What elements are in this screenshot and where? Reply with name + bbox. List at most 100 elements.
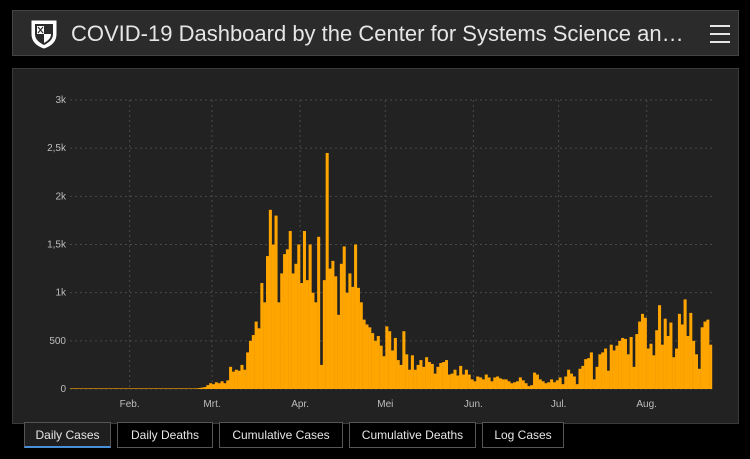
daily-cases-bar[interactable] (98, 388, 102, 389)
daily-cases-bar[interactable] (365, 324, 369, 389)
daily-cases-bar[interactable] (189, 388, 193, 389)
daily-cases-bar[interactable] (217, 383, 221, 389)
daily-cases-bar[interactable] (643, 317, 647, 389)
daily-cases-bar[interactable] (379, 345, 383, 389)
daily-cases-bar[interactable] (101, 388, 105, 389)
daily-cases-bar[interactable] (158, 388, 162, 389)
daily-cases-bar[interactable] (155, 388, 159, 389)
daily-cases-bar[interactable] (251, 335, 255, 389)
daily-cases-bar[interactable] (456, 375, 460, 389)
daily-cases-bar[interactable] (462, 374, 466, 389)
daily-cases-bar[interactable] (311, 292, 315, 389)
daily-cases-bar[interactable] (391, 350, 395, 389)
daily-cases-bar[interactable] (425, 357, 429, 389)
daily-cases-bar[interactable] (297, 244, 301, 390)
daily-cases-bar[interactable] (132, 388, 136, 389)
tab-daily-cases[interactable]: Daily Cases (24, 422, 111, 448)
daily-cases-bar[interactable] (322, 280, 326, 389)
daily-cases-bar[interactable] (527, 386, 531, 389)
daily-cases-bar[interactable] (129, 388, 133, 389)
daily-cases-bar[interactable] (621, 337, 625, 389)
daily-cases-bar[interactable] (194, 388, 199, 389)
daily-cases-bar[interactable] (368, 327, 372, 389)
daily-cases-bar[interactable] (496, 376, 500, 389)
daily-cases-bar[interactable] (558, 377, 562, 389)
daily-cases-bar[interactable] (640, 313, 645, 389)
daily-cases-bar[interactable] (578, 368, 582, 389)
daily-cases-bar[interactable] (623, 338, 627, 389)
daily-cases-bar[interactable] (589, 352, 593, 389)
daily-cases-bar[interactable] (697, 368, 701, 389)
daily-cases-bar[interactable] (81, 388, 85, 389)
daily-cases-bar[interactable] (626, 354, 630, 389)
daily-cases-bar[interactable] (649, 343, 653, 389)
daily-cases-bar[interactable] (581, 365, 585, 389)
daily-cases-bar[interactable] (402, 331, 406, 389)
daily-cases-bar[interactable] (493, 377, 497, 389)
daily-cases-bar[interactable] (550, 379, 554, 389)
daily-cases-bar[interactable] (109, 388, 113, 389)
daily-cases-bar[interactable] (257, 328, 261, 389)
daily-cases-bar[interactable] (237, 370, 241, 389)
daily-cases-bar[interactable] (606, 370, 610, 389)
daily-cases-bar[interactable] (450, 373, 454, 389)
daily-cases-bar[interactable] (106, 388, 110, 389)
daily-cases-bar[interactable] (95, 388, 99, 389)
daily-cases-bar[interactable] (467, 374, 471, 389)
daily-cases-bar[interactable] (561, 384, 565, 389)
tab-cumulative-deaths[interactable]: Cumulative Deaths (349, 422, 476, 448)
daily-cases-bar[interactable] (342, 246, 346, 389)
daily-cases-bar[interactable] (112, 388, 116, 389)
daily-cases-bar[interactable] (575, 384, 579, 389)
daily-cases-bar[interactable] (226, 380, 230, 389)
daily-cases-bar[interactable] (552, 382, 556, 389)
daily-cases-bar[interactable] (609, 344, 613, 389)
daily-cases-bar[interactable] (175, 388, 179, 389)
daily-cases-bar[interactable] (143, 388, 147, 389)
daily-cases-bar[interactable] (300, 283, 304, 389)
daily-cases-bar[interactable] (359, 302, 363, 389)
daily-cases-bar[interactable] (382, 356, 386, 389)
daily-cases-bar[interactable] (141, 388, 145, 389)
daily-cases-bar[interactable] (507, 381, 511, 389)
daily-cases-bar[interactable] (666, 336, 670, 389)
daily-cases-bar[interactable] (405, 354, 409, 389)
daily-cases-bar[interactable] (220, 381, 224, 389)
daily-cases-bar[interactable] (416, 364, 420, 389)
daily-cases-bar[interactable] (618, 340, 622, 389)
daily-cases-bar[interactable] (635, 334, 639, 389)
daily-cases-bar[interactable] (186, 388, 190, 389)
daily-cases-bar[interactable] (598, 354, 602, 389)
daily-cases-bar[interactable] (399, 364, 403, 389)
daily-cases-bar[interactable] (408, 369, 412, 389)
daily-cases-bar[interactable] (655, 330, 659, 389)
daily-cases-bar[interactable] (172, 388, 176, 389)
daily-cases-bar[interactable] (192, 388, 196, 389)
daily-cases-bar[interactable] (243, 369, 247, 389)
daily-cases-bar[interactable] (567, 369, 571, 389)
daily-cases-bar[interactable] (291, 273, 295, 389)
daily-cases-bar[interactable] (479, 377, 483, 389)
daily-cases-bar[interactable] (123, 388, 128, 389)
daily-cases-bar[interactable] (246, 352, 250, 389)
daily-cases-bar[interactable] (223, 383, 227, 389)
daily-cases-bar[interactable] (533, 372, 537, 389)
daily-cases-bar[interactable] (274, 215, 278, 389)
daily-cases-bar[interactable] (706, 319, 710, 389)
daily-cases-bar[interactable] (555, 380, 559, 389)
daily-cases-bar[interactable] (453, 369, 457, 389)
daily-cases-bar[interactable] (183, 388, 187, 389)
daily-cases-bar[interactable] (675, 348, 679, 389)
daily-cases-bar[interactable] (564, 376, 568, 389)
daily-cases-bar[interactable] (521, 380, 525, 389)
daily-cases-bar[interactable] (163, 388, 167, 389)
daily-cases-bar[interactable] (686, 336, 690, 389)
daily-cases-bar[interactable] (660, 344, 664, 389)
daily-cases-bar[interactable] (484, 374, 488, 389)
daily-cases-bar[interactable] (294, 263, 298, 389)
daily-cases-bar[interactable] (177, 388, 181, 389)
daily-cases-bar[interactable] (234, 369, 238, 389)
daily-cases-bar[interactable] (351, 286, 355, 389)
daily-cases-bar[interactable] (692, 340, 696, 389)
daily-cases-bar[interactable] (138, 388, 142, 389)
